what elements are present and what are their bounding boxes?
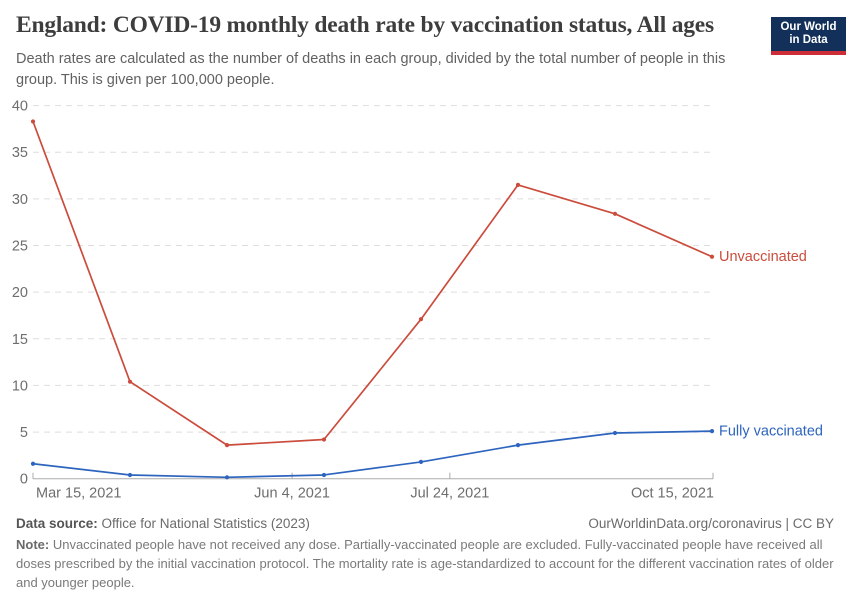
- footer-source-row: Data source: Office for National Statist…: [16, 516, 834, 531]
- series-fully-vaccinated: Fully vaccinated: [30, 424, 823, 480]
- owid-logo-line2: in Data: [789, 34, 828, 46]
- svg-text:10: 10: [12, 378, 28, 394]
- data-source: Data source: Office for National Statist…: [16, 516, 310, 531]
- owid-logo[interactable]: Our World in Data: [771, 17, 846, 55]
- chart-note-text: Unvaccinated people have not received an…: [16, 537, 834, 590]
- svg-text:15: 15: [12, 332, 28, 348]
- gridlines: [33, 105, 713, 433]
- svg-text:Jul 24, 2021: Jul 24, 2021: [410, 486, 489, 502]
- svg-text:35: 35: [12, 145, 28, 161]
- svg-text:Jun 4, 2021: Jun 4, 2021: [254, 486, 330, 502]
- chart-note: Note: Unvaccinated people have not recei…: [16, 535, 838, 592]
- series-unvaccinated: Unvaccinated: [30, 119, 807, 448]
- chart-subtitle: Death rates are calculated as the number…: [16, 51, 726, 88]
- svg-text:Oct 15, 2021: Oct 15, 2021: [631, 486, 714, 502]
- x-axis: [32, 472, 714, 480]
- svg-text:Mar 15, 2021: Mar 15, 2021: [36, 486, 121, 502]
- series-label-unvaccinated: Unvaccinated: [719, 249, 807, 265]
- y-axis-labels: 0 5 10 15 20 25 30 35 40: [12, 99, 28, 488]
- page-title: England: COVID-19 monthly death rate by …: [16, 12, 714, 38]
- svg-text:5: 5: [20, 425, 28, 441]
- svg-text:40: 40: [12, 99, 28, 115]
- chart-note-label: Note:: [16, 537, 50, 552]
- owid-url-link[interactable]: OurWorldinData.org/coronavirus | CC BY: [588, 516, 834, 531]
- owid-logo-box: Our World in Data: [771, 17, 846, 51]
- data-source-label: Data source:: [16, 516, 98, 531]
- svg-text:0: 0: [20, 472, 28, 488]
- series-label-fully-vaccinated: Fully vaccinated: [719, 424, 823, 440]
- svg-text:30: 30: [12, 192, 28, 208]
- owid-logo-stripe: [771, 51, 846, 55]
- svg-text:25: 25: [12, 239, 28, 255]
- owid-logo-line1: Our World: [780, 21, 837, 33]
- svg-text:20: 20: [12, 285, 28, 301]
- data-source-value: Office for National Statistics (2023): [97, 516, 310, 531]
- x-axis-labels: Mar 15, 2021 Jun 4, 2021 Jul 24, 2021 Oct 1…: [36, 486, 714, 502]
